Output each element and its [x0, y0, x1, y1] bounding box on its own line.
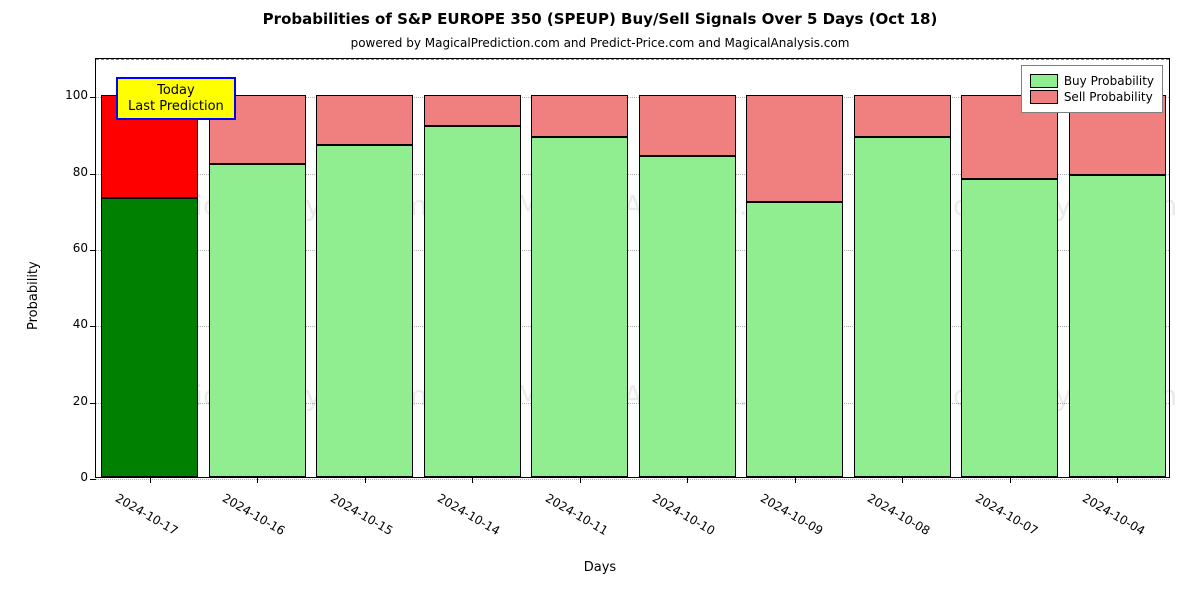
- annotation-line1: Today: [128, 83, 224, 99]
- x-tick-mark: [1010, 477, 1011, 483]
- sell-bar: [316, 95, 413, 145]
- buy-bar: [531, 137, 628, 477]
- bars-container: [96, 59, 1169, 477]
- legend-item: Sell Probability: [1030, 90, 1154, 104]
- bar-group: [531, 57, 628, 477]
- sell-bar: [639, 95, 736, 156]
- x-tick-label: 2024-10-11: [543, 491, 610, 538]
- buy-bar: [639, 156, 736, 477]
- x-tick-label: 2024-10-16: [220, 491, 287, 538]
- y-tick-label: 20: [73, 394, 88, 408]
- y-tick-label: 60: [73, 241, 88, 255]
- y-tick-label: 100: [65, 88, 88, 102]
- y-tick-mark: [90, 479, 96, 480]
- bar-group: [424, 57, 521, 477]
- x-tick-label: 2024-10-15: [328, 491, 395, 538]
- annotation-line2: Last Prediction: [128, 99, 224, 115]
- x-tick-label: 2024-10-04: [1080, 491, 1147, 538]
- sell-bar: [746, 95, 843, 202]
- y-tick-label: 40: [73, 317, 88, 331]
- buy-bar: [961, 179, 1058, 477]
- x-tick-label: 2024-10-17: [113, 491, 180, 538]
- plot-area: 020406080100MagicalAnalysis.comMagicalAn…: [95, 58, 1170, 478]
- x-tick-mark: [150, 477, 151, 483]
- sell-bar: [424, 95, 521, 126]
- bar-group: [961, 57, 1058, 477]
- buy-bar: [746, 202, 843, 477]
- buy-bar: [101, 198, 198, 477]
- buy-bar: [316, 145, 413, 477]
- x-tick-label: 2024-10-08: [865, 491, 932, 538]
- y-axis-label: Probability: [26, 261, 41, 330]
- y-tick-label: 0: [80, 470, 88, 484]
- buy-bar: [1069, 175, 1166, 477]
- today-annotation: TodayLast Prediction: [116, 77, 236, 120]
- bar-group: [854, 57, 951, 477]
- bar-group: [1069, 57, 1166, 477]
- bar-group: [746, 57, 843, 477]
- x-tick-mark: [472, 477, 473, 483]
- x-tick-label: 2024-10-07: [973, 491, 1040, 538]
- legend-label: Buy Probability: [1064, 74, 1154, 88]
- buy-bar: [209, 164, 306, 477]
- bar-group: [639, 57, 736, 477]
- x-axis-label: Days: [0, 560, 1200, 575]
- x-tick-mark: [687, 477, 688, 483]
- x-tick-label: 2024-10-14: [435, 491, 502, 538]
- sell-bar: [854, 95, 951, 137]
- x-tick-label: 2024-10-10: [650, 491, 717, 538]
- x-tick-mark: [580, 477, 581, 483]
- x-tick-mark: [795, 477, 796, 483]
- legend: Buy Probability Sell Probability: [1021, 65, 1163, 113]
- chart-subtitle: powered by MagicalPrediction.com and Pre…: [0, 36, 1200, 50]
- x-tick-mark: [365, 477, 366, 483]
- x-tick-mark: [257, 477, 258, 483]
- buy-bar: [424, 126, 521, 477]
- y-tick-label: 80: [73, 165, 88, 179]
- x-tick-mark: [1117, 477, 1118, 483]
- legend-label: Sell Probability: [1064, 90, 1153, 104]
- legend-item: Buy Probability: [1030, 74, 1154, 88]
- x-tick-mark: [902, 477, 903, 483]
- chart-title: Probabilities of S&P EUROPE 350 (SPEUP) …: [0, 10, 1200, 28]
- legend-swatch: [1030, 74, 1058, 88]
- sell-bar: [531, 95, 628, 137]
- buy-bar: [854, 137, 951, 477]
- chart-figure: Probabilities of S&P EUROPE 350 (SPEUP) …: [0, 0, 1200, 600]
- x-tick-label: 2024-10-09: [758, 491, 825, 538]
- bar-group: [316, 57, 413, 477]
- legend-swatch: [1030, 90, 1058, 104]
